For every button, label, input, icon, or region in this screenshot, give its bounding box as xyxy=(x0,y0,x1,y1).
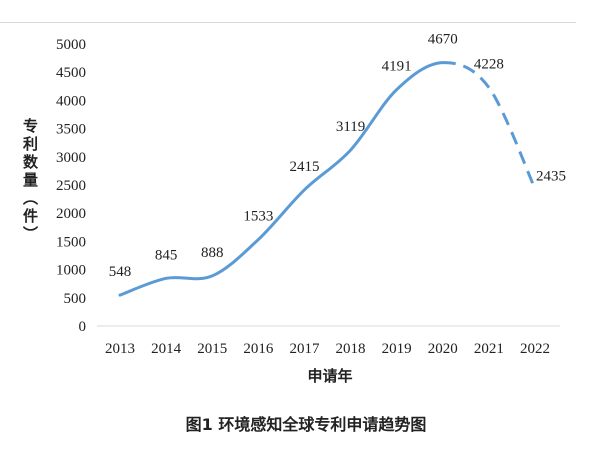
data-label: 3119 xyxy=(336,119,365,135)
series-line-dashed xyxy=(442,61,537,190)
data-point xyxy=(533,187,537,191)
figure-caption: 图1 环境感知全球专利申请趋势图 xyxy=(185,415,427,434)
data-label: 2435 xyxy=(536,169,566,185)
x-tick-label: 2018 xyxy=(336,341,366,357)
x-tick-label: 2017 xyxy=(289,341,320,357)
y-tick-label: 0 xyxy=(79,319,87,335)
data-label: 4228 xyxy=(474,57,504,73)
data-label: 1533 xyxy=(243,209,273,225)
data-point xyxy=(164,276,168,280)
y-tick-label: 4000 xyxy=(56,93,86,109)
y-tick-label: 500 xyxy=(64,291,87,307)
x-tick-label: 2013 xyxy=(105,341,135,357)
data-label: 888 xyxy=(201,245,224,261)
data-point xyxy=(441,61,445,65)
data-point xyxy=(302,188,306,192)
data-point xyxy=(487,86,491,90)
data-label: 845 xyxy=(155,247,178,263)
x-tick-label: 2020 xyxy=(428,341,458,357)
x-tick-label: 2014 xyxy=(151,341,182,357)
y-tick-label: 4500 xyxy=(56,65,86,81)
chart-frame-top-border xyxy=(0,22,576,23)
series-line-solid xyxy=(118,61,445,297)
y-tick-label: 2000 xyxy=(56,206,86,222)
y-axis-title: 专利数量（件） xyxy=(21,118,39,244)
x-tick-label: 2021 xyxy=(474,341,504,357)
y-tick-label: 5000 xyxy=(56,37,86,53)
y-tick-label: 1000 xyxy=(56,263,86,279)
data-point xyxy=(118,293,122,297)
y-axis-tick-labels: 0 500 1000 1500 2000 2500 3000 3500 4000 4500 5000 xyxy=(56,37,86,335)
x-axis-tick-labels: 2013 2014 2015 2016 2017 2018 2019 2020 2021 2022 xyxy=(105,341,550,357)
data-point xyxy=(256,238,260,242)
data-point xyxy=(395,88,399,92)
y-tick-label: 1500 xyxy=(56,234,86,250)
data-label: 4670 xyxy=(428,32,458,48)
data-label: 4191 xyxy=(382,59,412,75)
x-tick-label: 2016 xyxy=(243,341,274,357)
x-tick-label: 2022 xyxy=(520,341,550,357)
y-tick-label: 3500 xyxy=(56,122,86,138)
data-labels: 548 845 888 1533 2415 3119 4191 4670 4228 2435 xyxy=(109,32,566,280)
x-axis-title: 申请年 xyxy=(307,367,353,385)
data-label: 2415 xyxy=(289,159,319,175)
series-line-group xyxy=(118,61,537,297)
data-point xyxy=(349,148,353,152)
x-tick-label: 2015 xyxy=(197,341,227,357)
y-tick-label: 2500 xyxy=(56,178,86,194)
data-point xyxy=(210,274,214,278)
x-tick-label: 2019 xyxy=(382,341,412,357)
y-tick-label: 3000 xyxy=(56,150,86,166)
data-label: 548 xyxy=(109,264,132,280)
